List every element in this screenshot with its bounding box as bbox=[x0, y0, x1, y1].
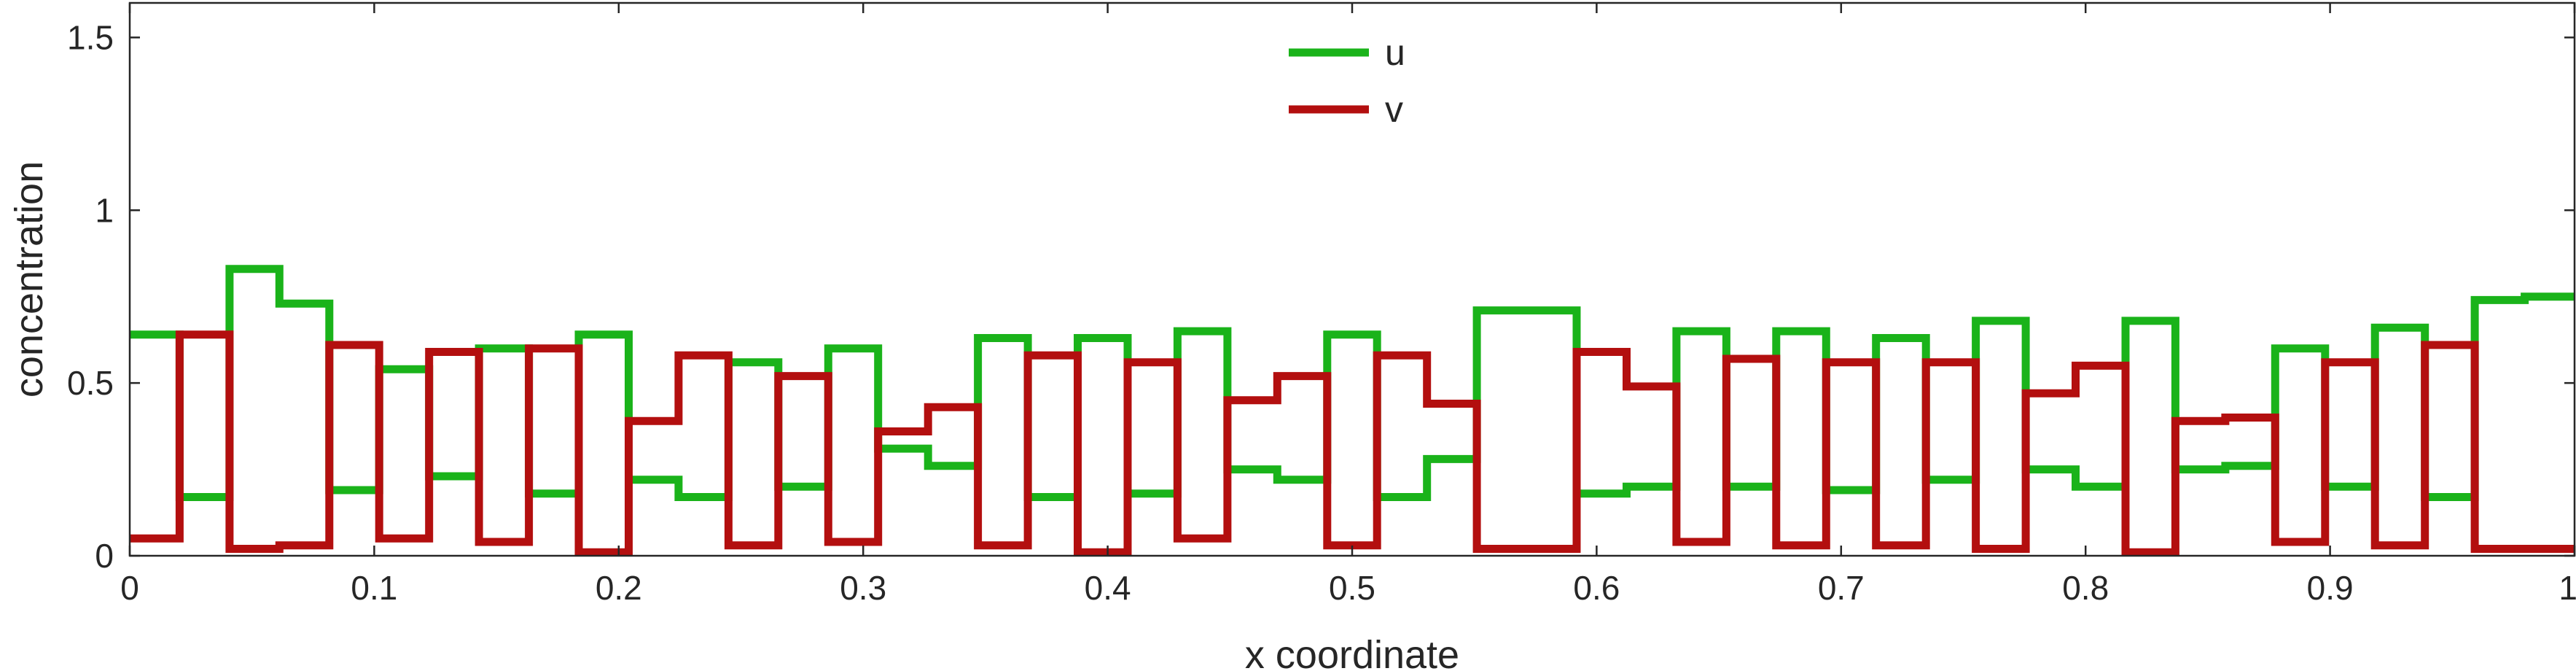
legend: u v bbox=[1289, 32, 1405, 130]
y-tick-label: 0 bbox=[95, 537, 114, 575]
series-layer bbox=[130, 265, 2575, 556]
x-tick-label: 0.8 bbox=[2062, 569, 2109, 607]
x-tick-label: 0.1 bbox=[351, 569, 397, 607]
x-tick-label: 0.3 bbox=[840, 569, 886, 607]
y-tick-label: 1 bbox=[95, 191, 114, 229]
x-tick-label: 0.6 bbox=[1573, 569, 1620, 607]
x-tick-label: 0.7 bbox=[1818, 569, 1865, 607]
series-line-v bbox=[130, 330, 2575, 556]
ticks-layer: 0 0.1 0.2 0.3 0.4 0.5 0.6 0.7 0.8 0.9 1 0 0.5 1 1.5 bbox=[67, 3, 2576, 607]
y-tick-label: 0.5 bbox=[67, 364, 114, 402]
x-tick-label: 0.2 bbox=[596, 569, 642, 607]
legend-label-u: u bbox=[1385, 32, 1405, 73]
x-tick-label: 0 bbox=[120, 569, 139, 607]
y-tick-label: 1.5 bbox=[67, 18, 114, 56]
x-axis-title: x coordinate bbox=[1245, 633, 1459, 671]
x-tick-label: 0.4 bbox=[1085, 569, 1131, 607]
x-tick-label: 0.9 bbox=[2307, 569, 2354, 607]
series-line-u bbox=[130, 265, 2575, 501]
y-axis-title: concentration bbox=[7, 161, 51, 397]
x-tick-label: 1 bbox=[2559, 569, 2576, 607]
x-tick-label: 0.5 bbox=[1329, 569, 1375, 607]
legend-label-v: v bbox=[1385, 89, 1403, 130]
